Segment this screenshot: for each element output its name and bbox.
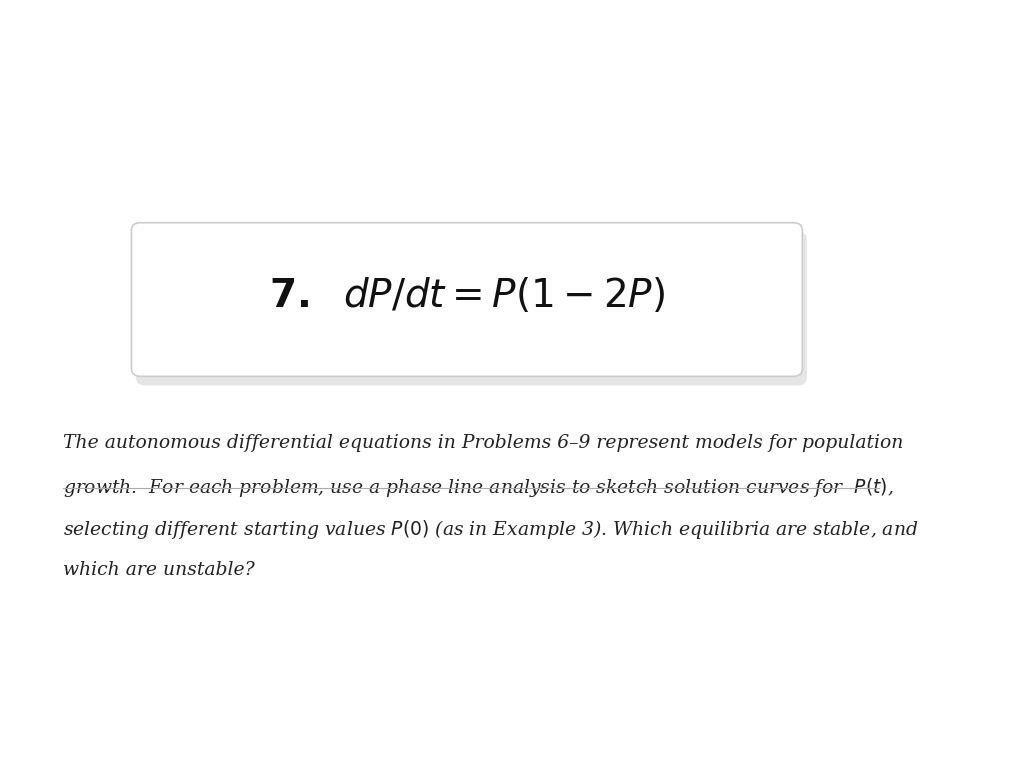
Text: The autonomous differential equations in Problems 6–9 represent models for popul: The autonomous differential equations in… [63,434,904,452]
Text: $\mathbf{7.}$  $dP/dt = P(1-2P)$: $\mathbf{7.}$ $dP/dt = P(1-2P)$ [269,276,665,315]
Text: which are unstable?: which are unstable? [63,561,255,578]
FancyBboxPatch shape [136,232,807,386]
Text: selecting different starting values $P(0)$ (as in Example 3). Which equilibria a: selecting different starting values $P(0… [63,518,919,541]
Text: growth.  For each problem, use a phase line analysis to sketch solution curves f: growth. For each problem, use a phase li… [63,476,894,499]
FancyBboxPatch shape [131,223,803,376]
